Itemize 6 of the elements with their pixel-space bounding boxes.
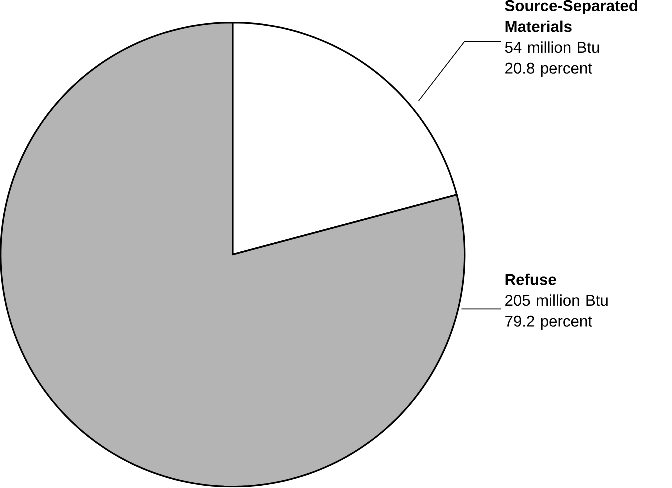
data-label: 54 million Btu <box>505 42 600 54</box>
text: 79.2 percent <box>506 316 592 330</box>
data-label: 205 million Btu <box>506 294 608 306</box>
slice-label: Refuse <box>506 274 556 286</box>
text: 20.8 percent <box>506 63 592 78</box>
slice-label: Source-Separated Materials <box>505 0 638 32</box>
